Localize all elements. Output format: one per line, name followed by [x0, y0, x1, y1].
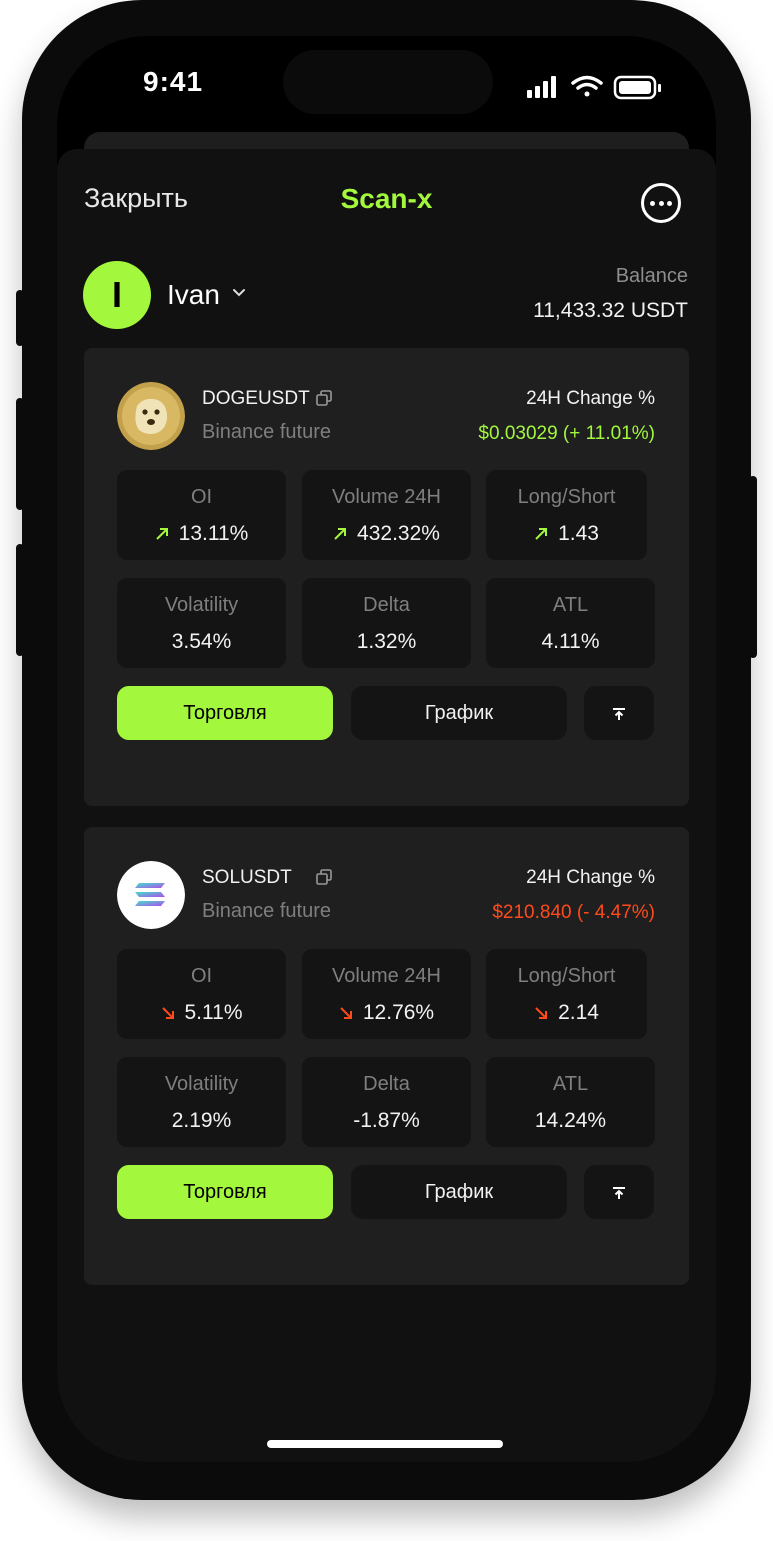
- trade-button[interactable]: Торговля: [117, 686, 333, 740]
- arrow-down-right-icon: [161, 1007, 174, 1020]
- metric-long-short: Long/Short 1.43: [486, 470, 647, 560]
- metric-delta: Delta 1.32%: [302, 578, 471, 668]
- screen: 9:41 Закрыть Scan-x: [57, 36, 716, 1462]
- arrow-down-right-icon: [535, 1007, 548, 1020]
- scan-sheet: Закрыть Scan-x I Ivan Balance 11,433.32 …: [57, 149, 716, 1462]
- copy-icon[interactable]: [315, 868, 333, 886]
- close-button[interactable]: Закрыть: [84, 183, 188, 213]
- balance-value: 11,433.32 USDT: [533, 299, 688, 322]
- metric-label: OI: [190, 486, 213, 508]
- metric-label: Volume 24H: [332, 486, 441, 508]
- metric-value: 4.11%: [541, 630, 600, 653]
- change-value: $0.03029 (+ 11.01%): [478, 423, 655, 444]
- pin-top-icon: [613, 707, 625, 720]
- metric-value: 2.19%: [171, 1109, 232, 1132]
- metric-oi: OI 13.11%: [117, 470, 286, 560]
- pin-top-icon: [613, 1186, 625, 1199]
- metric-value: 432.32%: [357, 522, 440, 545]
- metric-long-short: Long/Short 2.14: [486, 949, 647, 1039]
- solana-coin-icon: [117, 861, 185, 929]
- metric-volatility: Volatility 3.54%: [117, 578, 286, 668]
- app-title: Scan-x: [340, 183, 433, 214]
- exchange-name: Binance future: [202, 421, 331, 443]
- arrow-down-right-icon: [340, 1007, 352, 1020]
- metric-value: 5.11%: [184, 1001, 243, 1024]
- arrow-up-right-icon: [334, 528, 347, 541]
- metric-label: Long/Short: [517, 965, 616, 987]
- mute-switch: [16, 290, 24, 346]
- copy-icon[interactable]: [315, 389, 333, 407]
- arrow-up-right-icon: [535, 528, 548, 541]
- trade-button[interactable]: Торговля: [117, 1165, 333, 1219]
- volume-up-button: [16, 398, 24, 510]
- metric-value: 1.43: [558, 522, 599, 545]
- metric-atl: ATL 4.11%: [486, 578, 655, 668]
- metric-value: 14.24%: [534, 1109, 607, 1132]
- wifi-icon: [571, 75, 603, 97]
- metric-label: Volatility: [164, 594, 239, 616]
- chevron-down-icon[interactable]: [231, 285, 247, 301]
- metric-value: 12.76%: [362, 1001, 435, 1024]
- pin-to-top-button[interactable]: [584, 1165, 654, 1219]
- metric-value: 3.54%: [171, 630, 232, 653]
- metric-label: Volatility: [164, 1073, 239, 1095]
- exchange-name: Binance future: [202, 900, 331, 922]
- dynamic-island: [283, 50, 493, 114]
- avatar[interactable]: I: [83, 261, 151, 329]
- change-label: 24H Change %: [526, 867, 655, 888]
- more-horizontal-icon: [650, 201, 655, 206]
- home-indicator[interactable]: [267, 1440, 503, 1448]
- metric-label: OI: [190, 965, 213, 987]
- metric-label: Delta: [363, 1073, 410, 1095]
- symbol-name: DOGEUSDT: [202, 388, 310, 409]
- metric-delta: Delta -1.87%: [302, 1057, 471, 1147]
- metric-label: Delta: [363, 594, 410, 616]
- change-value: $210.840 (- 4.47%): [492, 902, 655, 923]
- status-icons: [527, 72, 667, 104]
- metric-value: 13.11%: [178, 522, 249, 545]
- account-name[interactable]: Ivan: [167, 279, 220, 310]
- balance-label: Balance: [615, 265, 688, 287]
- battery-icon: [613, 75, 661, 100]
- cellular-signal-icon: [527, 76, 556, 98]
- metric-volatility: Volatility 2.19%: [117, 1057, 286, 1147]
- chart-button[interactable]: График: [351, 686, 567, 740]
- metric-value: 2.14: [558, 1001, 599, 1024]
- change-label: 24H Change %: [526, 388, 655, 409]
- coin-card-doge: DOGEUSDT Binance future 24H Change % $0.…: [84, 348, 689, 806]
- metric-oi: OI 5.11%: [117, 949, 286, 1039]
- pin-to-top-button[interactable]: [584, 686, 654, 740]
- metric-volume-24h: Volume 24H 12.76%: [302, 949, 471, 1039]
- more-options-button[interactable]: [641, 183, 681, 223]
- status-time: 9:41: [143, 66, 204, 97]
- metric-label: Long/Short: [517, 486, 616, 508]
- metric-volume-24h: Volume 24H 432.32%: [302, 470, 471, 560]
- volume-down-button: [16, 544, 24, 656]
- arrow-up-right-icon: [155, 528, 168, 541]
- chart-button[interactable]: График: [351, 1165, 567, 1219]
- power-button: [749, 476, 757, 658]
- metric-value: -1.87%: [353, 1109, 420, 1132]
- symbol-name: SOLUSDT: [202, 867, 292, 888]
- metric-label: ATL: [552, 594, 589, 616]
- metric-atl: ATL 14.24%: [486, 1057, 655, 1147]
- metric-label: ATL: [552, 1073, 589, 1095]
- metric-value: 1.32%: [356, 630, 417, 653]
- metric-label: Volume 24H: [332, 965, 441, 987]
- coin-card-sol: SOLUSDT Binance future 24H Change % $210…: [84, 827, 689, 1285]
- doge-coin-icon: [117, 382, 185, 450]
